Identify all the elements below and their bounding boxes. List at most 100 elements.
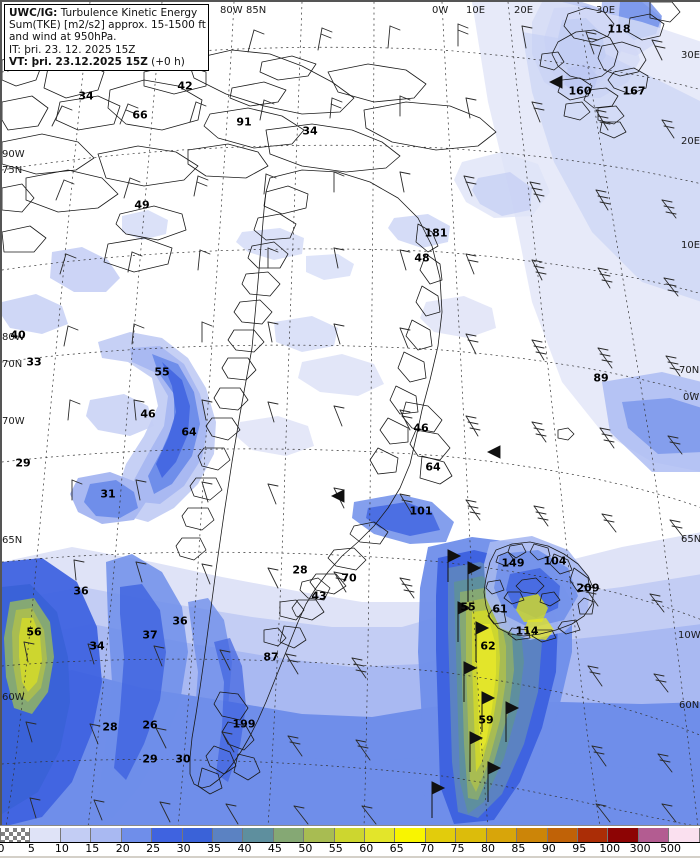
graticule-label: 65N: [2, 535, 23, 546]
tke-value-label: 167: [622, 84, 646, 98]
color-scale-tick: 300: [629, 842, 651, 855]
tke-value-label: 199: [232, 717, 256, 731]
color-scale-tick: 95: [572, 842, 587, 855]
graticule-label: 80W: [2, 332, 25, 343]
color-scale-tick: 40: [237, 842, 252, 855]
color-scale-swatch[interactable]: [152, 828, 183, 842]
product-code: UWC/IG:: [9, 7, 58, 19]
color-scale-swatch[interactable]: [638, 828, 670, 842]
graticule-label: 60N: [679, 700, 700, 711]
color-scale-tick: 25: [146, 842, 161, 855]
graticule-label: 70W: [2, 416, 25, 427]
wind-barb-layer: [23, 23, 685, 825]
color-scale-tick: 15: [85, 842, 100, 855]
info-line-init-time: IT: þri. 23. 12. 2025 15Z: [9, 43, 136, 56]
graticule-label: 75N: [2, 165, 23, 176]
tke-value-label: 89: [593, 371, 609, 385]
color-scale-swatch[interactable]: [395, 828, 426, 842]
tke-shading-layer: [2, 2, 700, 825]
color-scale-tick: 50: [298, 842, 313, 855]
color-scale-swatch[interactable]: [212, 828, 244, 842]
graticule-label: 10W: [678, 630, 700, 641]
graticule-label: 60W: [2, 692, 25, 703]
map-graphics: [2, 2, 700, 825]
tke-value-label: 40: [10, 328, 26, 342]
tke-value-label: 209: [576, 581, 600, 595]
tke-value-label: 55: [154, 365, 170, 379]
info-line-product: UWC/IG: Turbulence Kinetic Energy: [9, 7, 205, 19]
tke-value-label: 160: [568, 84, 592, 98]
graticule-label: 20E: [514, 5, 534, 16]
graticule-label: 10E: [681, 240, 700, 251]
color-scale-swatches[interactable]: [0, 828, 700, 842]
tke-value-label: 149: [501, 556, 525, 570]
tke-value-label: 181: [424, 226, 448, 240]
graticule-label: 30E: [596, 5, 616, 16]
tke-value-label: 56: [26, 625, 42, 639]
tke-value-label: 37: [142, 628, 158, 642]
tke-value-label: 28: [292, 563, 308, 577]
tke-value-label: 48: [414, 251, 430, 265]
color-scale-tick: 500: [660, 842, 682, 855]
lead-time-value: (+0 h): [147, 55, 185, 68]
color-scale-tick: 60: [359, 842, 374, 855]
color-scale-tick: 10: [54, 842, 69, 855]
color-scale-swatch[interactable]: [182, 828, 213, 842]
tke-value-label: 61: [492, 602, 508, 616]
color-scale-tick: 20: [115, 842, 130, 855]
tke-value-label: 62: [480, 639, 496, 653]
color-scale-legend[interactable]: 0 5 10 15 20 25 30 35 40 45 50 55 60 65 70 75 80 85 90 95 10…: [0, 825, 700, 858]
graticule-label: 90W: [2, 149, 25, 160]
tke-value-label: 46: [140, 407, 156, 421]
tke-value-label: 34: [89, 639, 105, 653]
tke-value-label: 36: [172, 614, 188, 628]
color-scale-swatch[interactable]: [456, 828, 487, 842]
tke-value-label: 55: [460, 600, 476, 614]
color-scale-swatch[interactable]: [547, 828, 579, 842]
color-scale-swatch[interactable]: [486, 828, 518, 842]
color-scale-swatch[interactable]: [30, 828, 61, 842]
tke-value-label: 118: [607, 22, 631, 36]
color-scale-swatch[interactable]: [578, 828, 609, 842]
tke-value-label: 36: [73, 584, 89, 598]
wind-pennant-layer: [330, 75, 563, 818]
color-scale-tick: 35: [207, 842, 222, 855]
info-line-level: and wind at 950hPa.: [9, 31, 117, 44]
color-scale-swatch[interactable]: [91, 828, 122, 842]
tke-value-label: 101: [409, 504, 433, 518]
tke-value-label: 34: [302, 124, 318, 138]
color-scale-tick: 5: [27, 842, 35, 855]
color-scale-tick: 100: [599, 842, 621, 855]
tke-value-label: 29: [142, 752, 158, 766]
tke-value-label: 31: [100, 487, 116, 501]
color-scale-swatch[interactable]: [425, 828, 457, 842]
color-scale-tick-labels: 0 5 10 15 20 25 30 35 40 45 50 55 60 65 70 75 80 85 90 95 10…: [0, 842, 700, 857]
tke-value-label: 70: [341, 571, 357, 585]
color-scale-swatch[interactable]: [60, 828, 92, 842]
color-scale-swatch[interactable]: [365, 828, 396, 842]
color-scale-swatch[interactable]: [243, 828, 274, 842]
color-scale-tick: 75: [450, 842, 465, 855]
color-scale-tick: 65: [389, 842, 404, 855]
color-scale-swatch[interactable]: [517, 828, 548, 842]
color-scale-tick: 55: [328, 842, 343, 855]
color-scale-swatch[interactable]: [0, 828, 31, 842]
tke-value-label: 43: [311, 589, 327, 603]
tke-value-label: 33: [26, 355, 42, 369]
tke-value-label: 34: [78, 89, 94, 103]
color-scale-swatch[interactable]: [273, 828, 305, 842]
map-canvas[interactable]: 80W 85N 0W 10E 20E 30E 30E 20E 10E 70N 0W 65N 10W 60N…: [0, 0, 700, 825]
graticule-label: 85N: [246, 5, 267, 16]
graticule-label: 20E: [681, 136, 700, 147]
tke-value-label: 104: [543, 554, 567, 568]
color-scale-swatch[interactable]: [608, 828, 639, 842]
graticule-label: 30E: [681, 50, 700, 61]
product-title: Turbulence Kinetic Energy: [57, 7, 198, 19]
color-scale-tick: 80: [480, 842, 495, 855]
color-scale-swatch[interactable]: [121, 828, 153, 842]
graticule-label: 80W: [220, 5, 243, 16]
color-scale-swatch[interactable]: [669, 828, 700, 842]
color-scale-swatch[interactable]: [334, 828, 366, 842]
color-scale-swatch[interactable]: [304, 828, 335, 842]
